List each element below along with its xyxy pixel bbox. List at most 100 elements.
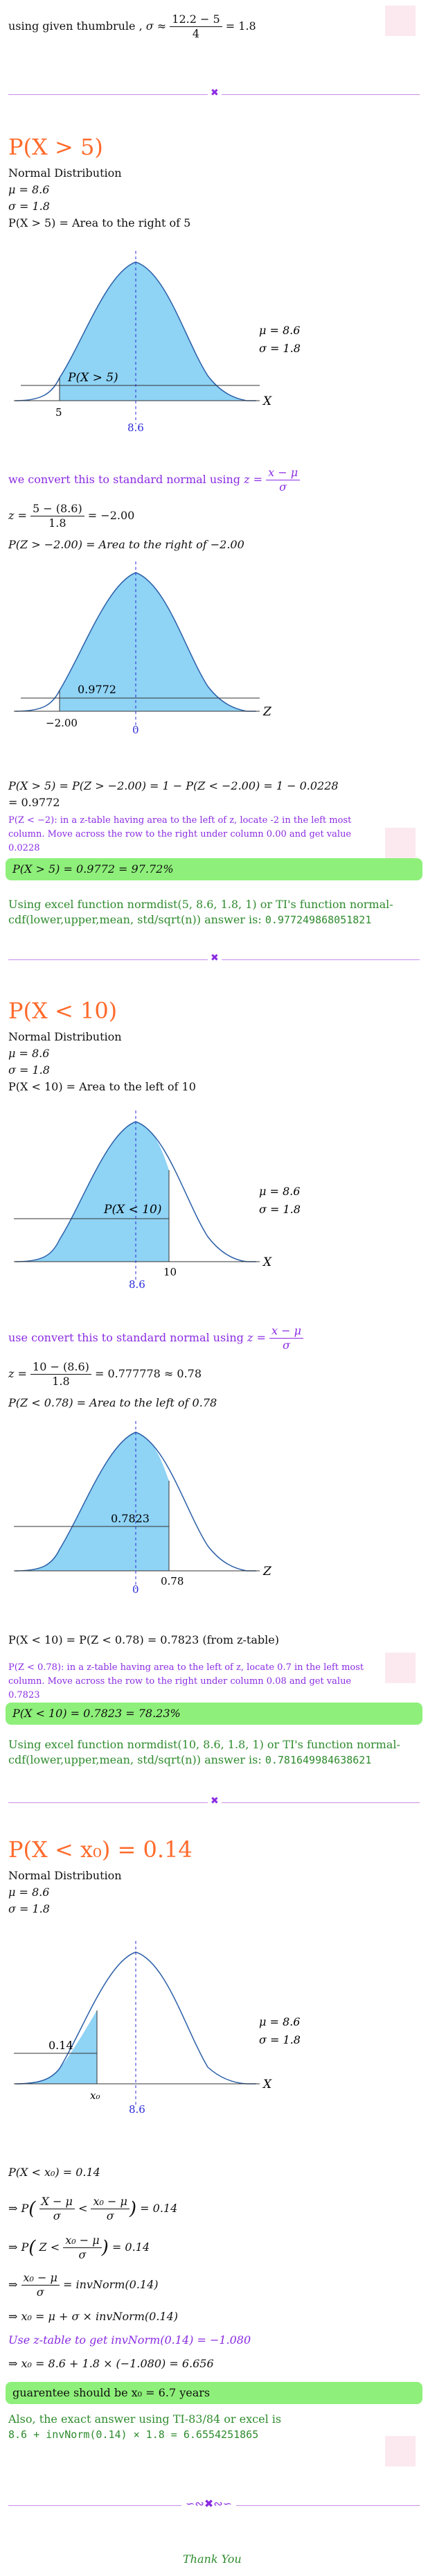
- normal-label: Normal Distribution: [8, 1030, 122, 1043]
- z-calculation: z = 5 − (8.6) 1.8 = −2.00: [8, 502, 134, 530]
- convert-numerator: x − μ: [266, 466, 301, 480]
- z-lhs: z =: [8, 509, 27, 522]
- z-numerator: 10 − (8.6): [30, 1360, 91, 1375]
- equation-5: ⇒ x₀ = 8.6 + 1.8 × (−1.080) = 6.656: [8, 2357, 214, 2370]
- divider-ornament-icon: ✖: [208, 952, 222, 964]
- eq1-a-denominator: σ: [53, 2209, 61, 2222]
- result-line-1: P(X > 5) = P(Z > −2.00) = 1 − P(Z < −2.0…: [8, 779, 339, 792]
- area-description: P(X > 5) = Area to the right of 5: [8, 216, 191, 229]
- convert-z: z =: [247, 1331, 266, 1344]
- area-label: 0.9772: [78, 683, 116, 696]
- left-tick-label: −2.00: [46, 717, 78, 729]
- area-label: P(X < 10): [103, 1203, 162, 1217]
- sigma-value: σ = 1.8: [8, 200, 50, 213]
- watermark-stamp: [385, 828, 416, 858]
- eq2-denominator: σ: [78, 2248, 87, 2261]
- excel-text: Using excel function normdist(10, 8.6, 1…: [8, 1738, 400, 1766]
- shaded-area: [60, 573, 247, 711]
- eq1-post: = 0.14: [140, 2202, 178, 2215]
- sigma-value: σ = 1.8: [8, 1063, 50, 1077]
- legend-mu: μ = 8.6: [259, 2015, 300, 2028]
- z-calculation: z = 10 − (8.6) 1.8 = 0.777778 ≈ 0.78: [8, 1360, 202, 1389]
- area-label: P(X > 5): [67, 371, 118, 385]
- normal-curve-chart-2: 0.9772 −2.00 0 Z: [14, 562, 272, 735]
- z-denominator: 1.8: [52, 1375, 70, 1388]
- mu-value: μ = 8.6: [8, 1047, 50, 1060]
- eq1-mid: <: [78, 2202, 88, 2215]
- legend-mu: μ = 8.6: [259, 1185, 300, 1198]
- thumbrule-line: using given thumbrule , σ ≈ 12.2 − 5 4 =…: [8, 12, 256, 41]
- legend-sigma: σ = 1.8: [259, 2033, 301, 2046]
- area-label: 0.14: [48, 2039, 73, 2052]
- ztable-line: Use z-table to get invNorm(0.14) = −1.08…: [8, 2333, 251, 2347]
- excel-value: 0.977249868051821: [265, 914, 372, 926]
- sigma-value: σ = 1.8: [8, 1902, 50, 1915]
- thumbrule-fraction: 12.2 − 5 4: [170, 12, 222, 41]
- eq2-post: = 0.14: [112, 2240, 150, 2254]
- area-label: 0.7823: [111, 1512, 150, 1525]
- area-description: P(X < 10) = Area to the left of 10: [8, 1080, 196, 1093]
- watermark-stamp: [385, 1653, 416, 1683]
- excel-line: Using excel function normdist(5, 8.6, 1.…: [8, 897, 417, 928]
- pz-description: P(Z > −2.00) = Area to the right of −2.0…: [8, 538, 244, 551]
- axis-label: Z: [262, 705, 272, 719]
- axis-label: X: [262, 2078, 272, 2091]
- convert-text: we convert this to standard normal using: [8, 473, 244, 486]
- convert-denominator: σ: [279, 480, 287, 494]
- eq1-b-denominator: σ: [106, 2209, 114, 2222]
- equation-2: ⇒ P( Z < x₀ − μ σ) = 0.14: [8, 2234, 150, 2261]
- pz-description: P(Z < 0.78) = Area to the left of 0.78: [8, 1396, 217, 1409]
- z-numerator: 5 − (8.6): [30, 502, 84, 516]
- ztable-note: P(Z < −2): in a z-table having area to t…: [8, 815, 352, 853]
- z-fraction: 5 − (8.6) 1.8: [30, 502, 84, 530]
- exact-line-2: 8.6 + invNorm(0.14) × 1.8 = 6.6554251865: [8, 2428, 259, 2441]
- mean-tick-label: 0: [132, 724, 139, 735]
- z-fraction: 10 − (8.6) 1.8: [30, 1360, 91, 1389]
- ztable-note: P(Z < 0.78): in a z-table having area to…: [8, 1662, 364, 1700]
- convert-z: z =: [244, 473, 263, 486]
- answer-box: P(X > 5) = 0.9772 = 97.72%: [6, 858, 422, 880]
- normal-curve-chart-1: P(X > 5) 5 8.6 X μ = 8.6 σ = 1.8: [14, 251, 301, 434]
- z-denominator: 1.8: [48, 516, 66, 530]
- eq2-prefix: ⇒ P: [8, 2240, 29, 2254]
- legend-sigma: σ = 1.8: [259, 1203, 301, 1216]
- eq3-denominator: σ: [36, 2286, 44, 2299]
- eq3-prefix: ⇒: [8, 2278, 18, 2291]
- legend-mu: μ = 8.6: [259, 324, 300, 337]
- shaded-area: [15, 2010, 97, 2084]
- eq1-a-numerator: X − μ: [39, 2195, 75, 2209]
- divider-ornament-icon: ✖: [208, 87, 222, 98]
- thumbrule-denominator: 4: [192, 27, 200, 40]
- z-result: = 0.777778 ≈ 0.78: [94, 1367, 202, 1380]
- excel-line: Using excel function normdist(10, 8.6, 1…: [8, 1737, 417, 1768]
- eq2-numerator: x₀ − μ: [63, 2234, 102, 2248]
- section-title: P(X < 10): [8, 998, 118, 1024]
- mean-tick-label: 8.6: [127, 421, 144, 434]
- z-lhs: z =: [8, 1367, 27, 1380]
- shaded-area: [15, 1432, 169, 1571]
- left-tick-label: 5: [55, 406, 62, 419]
- convert-fraction: x − μ σ: [269, 1324, 303, 1352]
- eq3-numerator: x₀ − μ: [21, 2271, 60, 2286]
- sigma-approx: σ ≈: [145, 19, 167, 33]
- right-tick-label: 10: [163, 1266, 177, 1278]
- normal-label: Normal Distribution: [8, 166, 122, 180]
- excel-value: 0.781649984638621: [265, 1754, 372, 1766]
- axis-label: Z: [262, 1565, 272, 1578]
- eq1-prefix: ⇒ P: [8, 2202, 29, 2215]
- equation-4: ⇒ x₀ = μ + σ × invNorm(0.14): [8, 2310, 179, 2323]
- convert-numerator: x − μ: [269, 1324, 303, 1339]
- convert-denominator: σ: [283, 1339, 290, 1352]
- shaded-area: [60, 262, 247, 401]
- result-line: P(X < 10) = P(Z < 0.78) = 0.7823 (from z…: [8, 1633, 279, 1646]
- mu-value: μ = 8.6: [8, 183, 50, 196]
- normal-curve-chart-4: 0.7823 0 0.78 Z: [14, 1421, 272, 1594]
- axis-label: X: [262, 394, 272, 408]
- equation-0: P(X < x₀) = 0.14: [8, 2166, 100, 2179]
- convert-fraction: x − μ σ: [266, 466, 301, 494]
- right-tick-label: 0.78: [161, 1575, 184, 1587]
